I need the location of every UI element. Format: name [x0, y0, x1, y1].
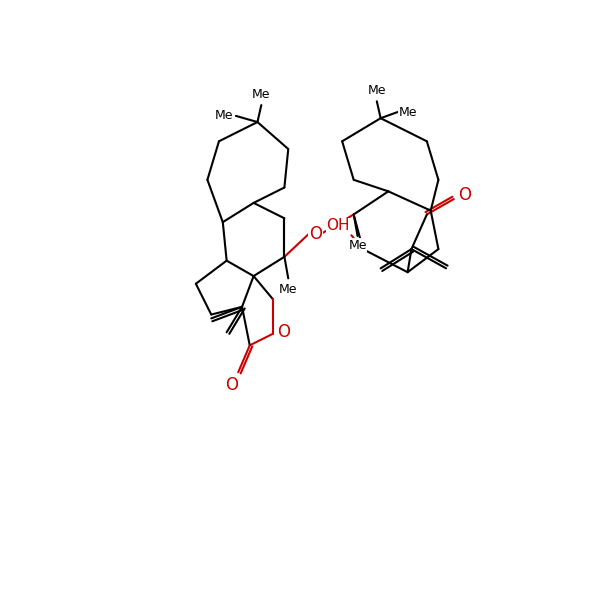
- Text: O: O: [226, 376, 239, 394]
- Text: OH: OH: [326, 218, 350, 233]
- Text: Me: Me: [214, 109, 233, 122]
- Text: Me: Me: [252, 88, 271, 101]
- Text: O: O: [309, 224, 322, 242]
- Text: Me: Me: [368, 84, 386, 97]
- Text: Me: Me: [279, 283, 298, 296]
- Text: O: O: [277, 323, 290, 341]
- Text: Me: Me: [399, 106, 418, 119]
- Text: O: O: [458, 186, 471, 204]
- Text: Me: Me: [348, 239, 367, 252]
